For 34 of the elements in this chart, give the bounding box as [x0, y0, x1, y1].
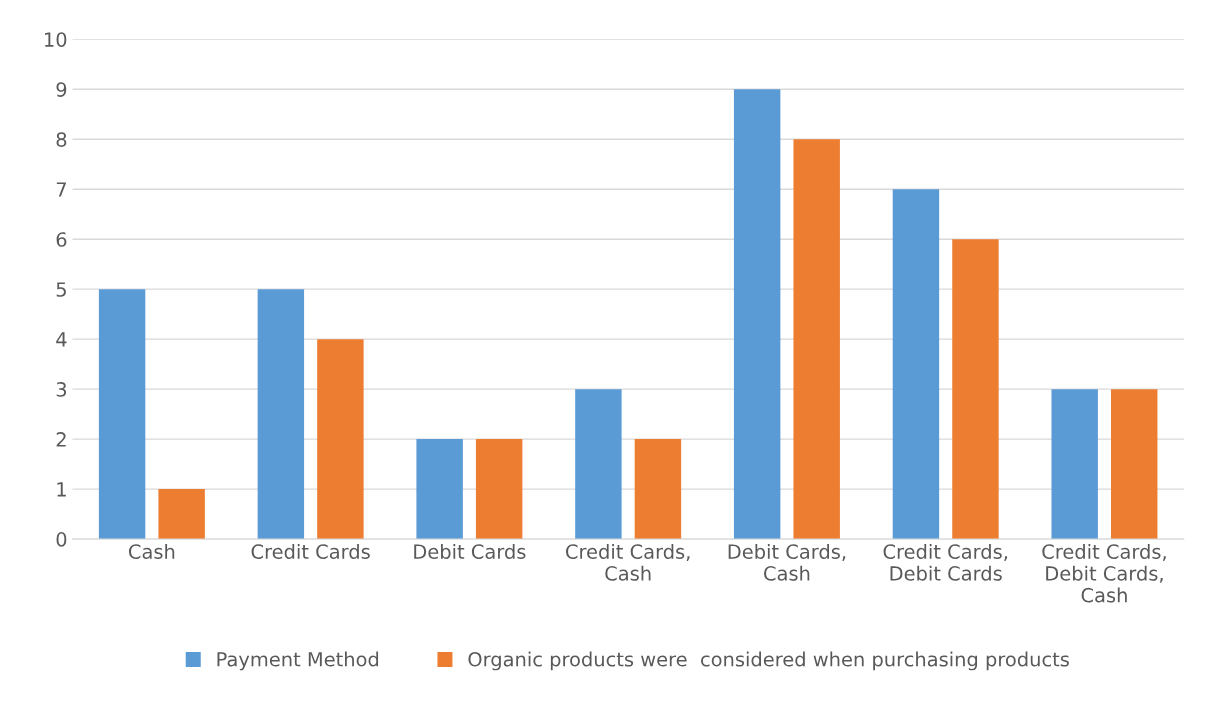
x-tick-label: Credit Cards, Debit Cards	[883, 543, 1008, 581]
y-tick-label: 6	[56, 232, 67, 247]
legend-label: Organic products were considered when purchasing products	[468, 651, 1069, 671]
bar	[634, 439, 682, 540]
bar	[952, 239, 999, 540]
y-tick-label: 5	[56, 282, 66, 297]
y-tick-label: 8	[56, 132, 67, 147]
bar	[416, 439, 463, 540]
bar	[475, 439, 523, 540]
y-tick-label: 4	[56, 332, 67, 347]
y-tick-label: 0	[56, 532, 67, 547]
y-tick-label: 7	[56, 182, 66, 197]
bar	[733, 89, 781, 540]
bar	[793, 139, 840, 540]
x-tick-label: Credit Cards, Debit Cards, Cash	[1042, 543, 1166, 603]
bar	[575, 389, 622, 540]
x-tick-label: Debit Cards, Cash	[728, 543, 846, 581]
y-tick-label: 9	[56, 82, 67, 97]
y-tick-label: 3	[56, 382, 67, 397]
y-tick-label: 10	[45, 32, 67, 47]
x-tick-label: Credit Cards, Cash	[566, 543, 690, 581]
y-tick-label: 2	[56, 432, 66, 447]
x-tick-label: Credit Cards	[251, 543, 370, 559]
bar	[1051, 389, 1098, 540]
x-tick-label: Cash	[128, 543, 175, 559]
bar	[98, 289, 146, 540]
x-tick-label: Debit Cards	[414, 543, 526, 559]
legend-label: Payment Method	[217, 651, 379, 671]
bar	[158, 489, 205, 540]
bar	[257, 289, 305, 540]
bar	[317, 339, 364, 540]
bar	[892, 189, 940, 540]
bar	[1111, 389, 1158, 540]
y-tick-label: 1	[57, 482, 66, 497]
